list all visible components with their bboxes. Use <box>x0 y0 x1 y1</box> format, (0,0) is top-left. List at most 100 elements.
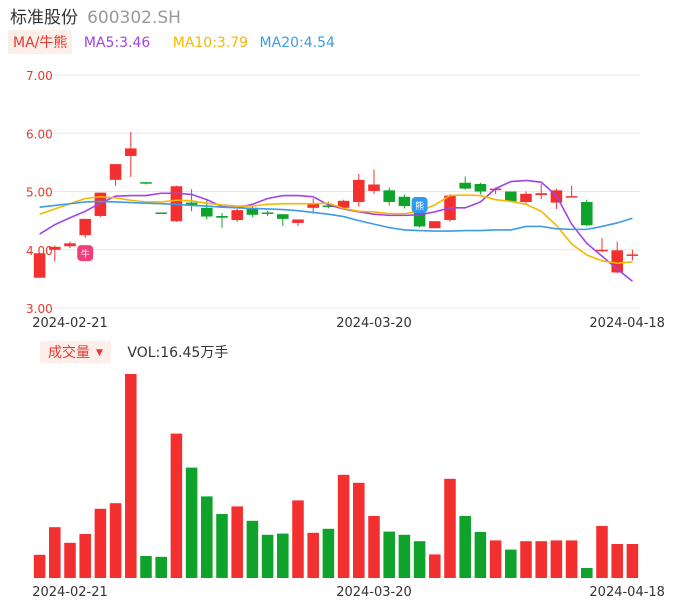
candle-body <box>353 179 365 202</box>
candle-body <box>307 203 319 208</box>
volume-bar <box>581 568 593 578</box>
marker-label: 牛 <box>81 248 90 260</box>
ma-line-ma5 <box>39 179 633 282</box>
volume-bar <box>550 540 563 578</box>
candle-body <box>94 192 107 216</box>
volume-bar <box>277 533 289 578</box>
y-tick-label: 6.00 <box>26 127 53 141</box>
candle-body <box>261 212 274 214</box>
volume-bar <box>64 542 76 578</box>
candle-body <box>596 249 608 252</box>
candle-body <box>383 190 395 202</box>
volume-indicator-label: 成交量 <box>48 345 90 361</box>
ma20-label: MA20:4.54 <box>259 35 335 51</box>
volume-bar <box>489 540 502 578</box>
volume-bar <box>261 534 274 578</box>
caret-down-icon: ▼ <box>96 348 103 358</box>
volume-bar <box>170 433 183 578</box>
volume-bar <box>109 503 122 578</box>
candle-body <box>581 201 593 226</box>
candle-body <box>337 200 350 208</box>
volume-bar <box>353 482 365 578</box>
candle-body <box>505 191 517 202</box>
x-tick-label: 2024-02-21 <box>32 585 108 600</box>
candle-body <box>79 218 91 236</box>
marker-label: 熊 <box>415 200 424 212</box>
candle-body <box>64 243 76 247</box>
volume-bar <box>322 528 335 578</box>
indicator-row: MA/牛熊 MA5:3.46 MA10:3.79 MA20:4.54 <box>8 30 335 54</box>
volume-bar <box>429 554 441 578</box>
volume-bar <box>596 526 608 578</box>
candle-body <box>565 196 578 198</box>
volume-bar <box>565 540 578 578</box>
candle-body <box>201 207 213 217</box>
volume-bar <box>94 508 107 578</box>
stock-code: 600302.SH <box>87 8 181 28</box>
volume-bar <box>292 500 304 578</box>
volume-bar <box>505 549 517 578</box>
bear-marker-icon <box>411 196 428 213</box>
y-tick-label: 7.00 <box>26 69 53 83</box>
candle-body <box>155 212 167 214</box>
candle-body <box>322 205 335 207</box>
ma5-label: MA5:3.46 <box>83 35 151 51</box>
bull-marker-icon <box>77 245 94 262</box>
candle-body <box>140 182 152 184</box>
candle-body <box>246 208 259 215</box>
ma-indicator-toggle[interactable]: MA/牛熊 <box>8 30 73 54</box>
candle-body <box>277 214 289 219</box>
volume-bar <box>49 527 61 578</box>
volume-bar <box>155 556 167 578</box>
x-tick-label: 2024-04-18 <box>589 316 665 331</box>
y-tick-label: 4.00 <box>26 244 53 258</box>
volume-header: 成交量 ▼ VOL:16.45万手 <box>40 341 228 363</box>
volume-bar <box>474 532 487 578</box>
candle-body <box>429 221 441 229</box>
candle-body <box>520 193 532 202</box>
volume-bar <box>201 496 213 578</box>
y-tick-label: 5.00 <box>26 186 53 200</box>
volume-bar <box>611 544 623 578</box>
candle-body <box>459 182 471 189</box>
ma-line-ma20 <box>39 200 633 232</box>
volume-bar <box>444 478 456 578</box>
ma10-label: MA10:3.79 <box>172 35 249 51</box>
x-tick-label: 2024-02-21 <box>32 316 108 331</box>
volume-bar <box>185 467 198 578</box>
volume-bar <box>140 556 152 578</box>
volume-bar <box>125 374 137 578</box>
candle-body <box>185 202 198 205</box>
candle-body <box>292 219 304 223</box>
volume-bar <box>368 516 380 578</box>
x-tick-label: 2024-03-20 <box>336 585 412 600</box>
volume-bar <box>337 474 350 578</box>
volume-bar <box>520 541 532 578</box>
candle-body <box>33 253 46 278</box>
candle-body <box>413 210 426 227</box>
volume-value-label: VOL:16.45万手 <box>127 345 229 361</box>
volume-bar <box>79 534 91 578</box>
volume-bar <box>216 514 228 578</box>
volume-bar <box>413 541 426 578</box>
candle-body <box>49 246 61 250</box>
volume-indicator-dropdown[interactable]: 成交量 ▼ <box>40 341 111 363</box>
candle-body <box>398 196 411 207</box>
volume-bar <box>246 520 259 578</box>
volume-bar <box>459 516 471 578</box>
candle-body <box>611 250 623 273</box>
candle-body <box>216 215 228 218</box>
candle-body <box>231 210 243 221</box>
volume-bar <box>535 541 547 578</box>
candle-body <box>474 183 487 192</box>
volume-bar <box>33 554 46 578</box>
candle-body <box>535 193 547 195</box>
volume-bar <box>231 506 243 578</box>
stock-name: 标准股份 <box>10 8 78 28</box>
candle-body <box>626 254 639 256</box>
stock-header: 标准股份 600302.SH <box>10 3 181 28</box>
y-tick-label: 3.00 <box>26 302 53 316</box>
candle-body <box>368 184 380 191</box>
candle-body <box>109 164 122 180</box>
